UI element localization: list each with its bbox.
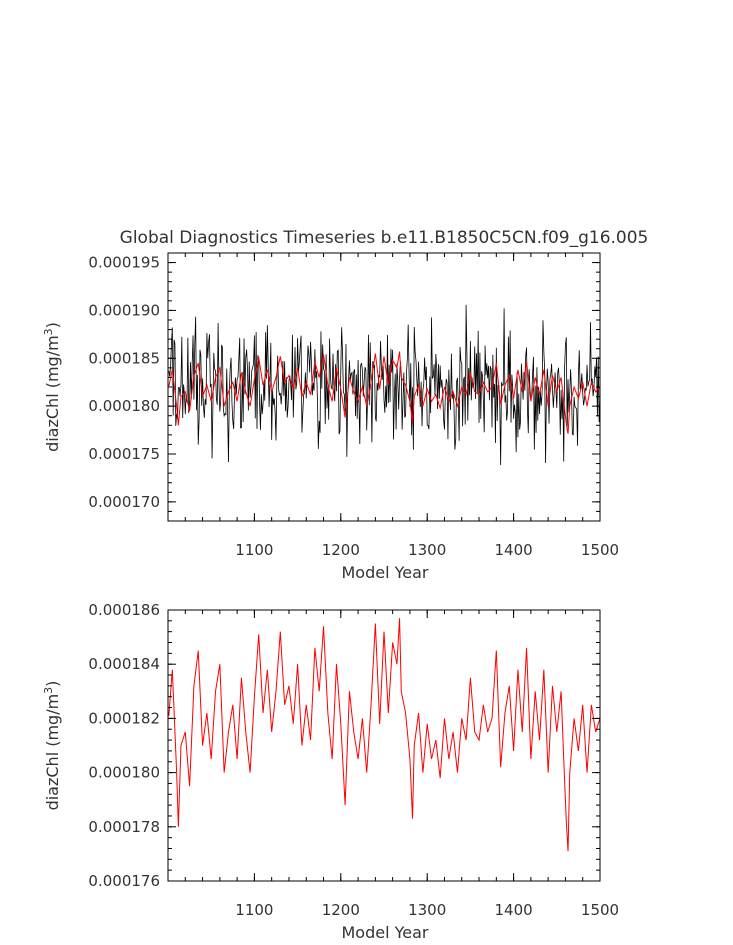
x-axis-label: Model Year (342, 563, 429, 582)
chart-title: Global Diagnostics Timeseries b.e11.B185… (120, 228, 649, 248)
y-tick-label: 0.000182 (88, 709, 160, 727)
x-tick-label: 1400 (495, 541, 533, 559)
y-axis-label-main: diazChl (mg/m (43, 694, 62, 811)
x-tick-label: 1100 (235, 901, 273, 919)
y-tick-label: 0.000180 (88, 397, 160, 415)
x-tick-label: 1400 (495, 901, 533, 919)
x-axis-label: Model Year (342, 923, 429, 942)
x-tick-label: 1100 (235, 541, 273, 559)
plot-frame (167, 609, 601, 882)
y-axis-label-sup: 3 (42, 328, 55, 335)
x-tick-label: 1500 (581, 901, 619, 919)
top-panel: 1100 1200 1300 1400 1500 0.000170 0.000175 0.00… (42, 252, 619, 582)
x-tick-label: 1300 (408, 541, 446, 559)
y-tick-label: 0.000195 (88, 254, 160, 272)
y-tick-label: 0.000185 (88, 349, 160, 367)
y-axis-label-sup: 3 (42, 687, 55, 694)
y-tick-label: 0.000180 (88, 764, 160, 782)
x-tick-label: 1200 (322, 541, 360, 559)
series-line-annual (168, 304, 601, 465)
x-tick-label: 1300 (408, 901, 446, 919)
bottom-panel: 1100 1200 1300 1400 1500 0.000176 0.000178 0.00… (42, 601, 619, 942)
x-tick-label: 1200 (322, 901, 360, 919)
series-line-smoothed (168, 351, 601, 434)
y-axis-label: diazChl (mg/m3) (42, 322, 62, 452)
y-axis-label-main: diazChl (mg/m (43, 335, 62, 452)
y-tick-label: 0.000186 (88, 601, 160, 619)
y-tick-label: 0.000170 (88, 493, 160, 511)
y-tick-label: 0.000178 (88, 818, 160, 836)
y-tick-label: 0.000184 (88, 655, 160, 673)
y-axis-label: diazChl (mg/m3) (42, 681, 62, 811)
x-tick-label: 1500 (581, 541, 619, 559)
series-line-smoothed (168, 618, 601, 852)
y-tick-label: 0.000190 (88, 301, 160, 319)
y-axis-label-tail: ) (43, 322, 62, 328)
y-tick-label: 0.000176 (88, 872, 160, 890)
y-axis-label-tail: ) (43, 681, 62, 687)
y-tick-label: 0.000175 (88, 445, 160, 463)
